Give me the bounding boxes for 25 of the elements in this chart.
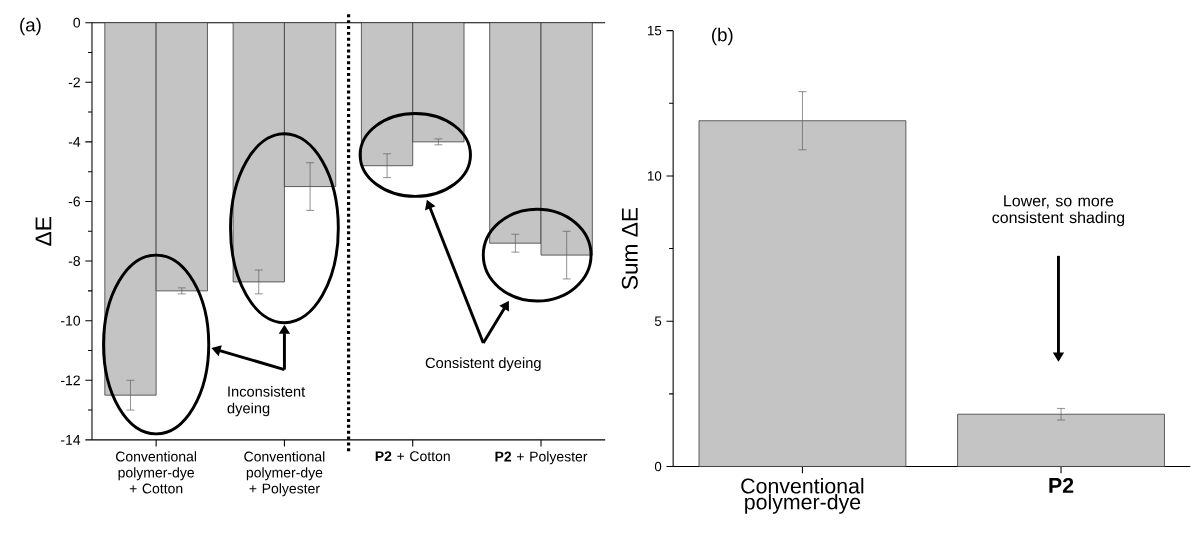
y-tick-label: -8 [68,256,80,267]
y-tick-label: -6 [68,196,80,207]
x-tick-label: Conventional polymer-dye + Polyester [244,451,325,497]
x-tick-label: Conventional polymer-dye [741,478,864,515]
y-tick-label: 10 [647,171,662,181]
x-tick-label: P2 [1049,478,1074,494]
y-tick-label: 15 [647,26,662,36]
x-tick-label: P2 + Polyester [495,451,588,465]
x-tick-label: Conventional polymer-dye + Cotton [116,451,197,494]
y-tick-label: -12 [61,375,80,386]
y-tick-label: -14 [61,435,81,445]
y-tick-label: -4 [68,137,81,147]
y-axis-title: Sum ΔE [621,208,638,290]
y-tick-label: 0 [73,17,81,28]
text: (a) [20,18,41,36]
annotation: (b) [712,28,733,46]
annotation: Consistent dyeing [425,357,541,372]
x-tick-label: P2 + Cotton [375,451,450,462]
y-tick-label: -2 [68,77,80,88]
y-axis-title: ΔE [35,217,52,246]
annotation: Inconsistent dyeing [227,386,306,417]
y-tick-label: 0 [654,462,662,472]
y-tick-label: 5 [654,316,662,327]
annotation: Lower, so more consistent shading [992,195,1125,227]
y-tick-label: -10 [61,315,81,326]
